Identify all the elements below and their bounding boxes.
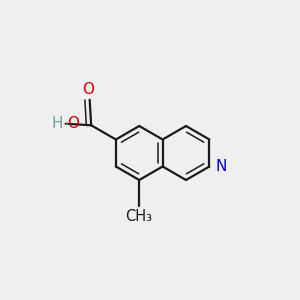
Text: N: N [216,159,227,174]
Text: CH₃: CH₃ [125,209,152,224]
Text: H: H [52,116,63,131]
Text: O: O [67,116,79,131]
Text: O: O [82,82,94,97]
Text: ·: · [64,118,69,132]
